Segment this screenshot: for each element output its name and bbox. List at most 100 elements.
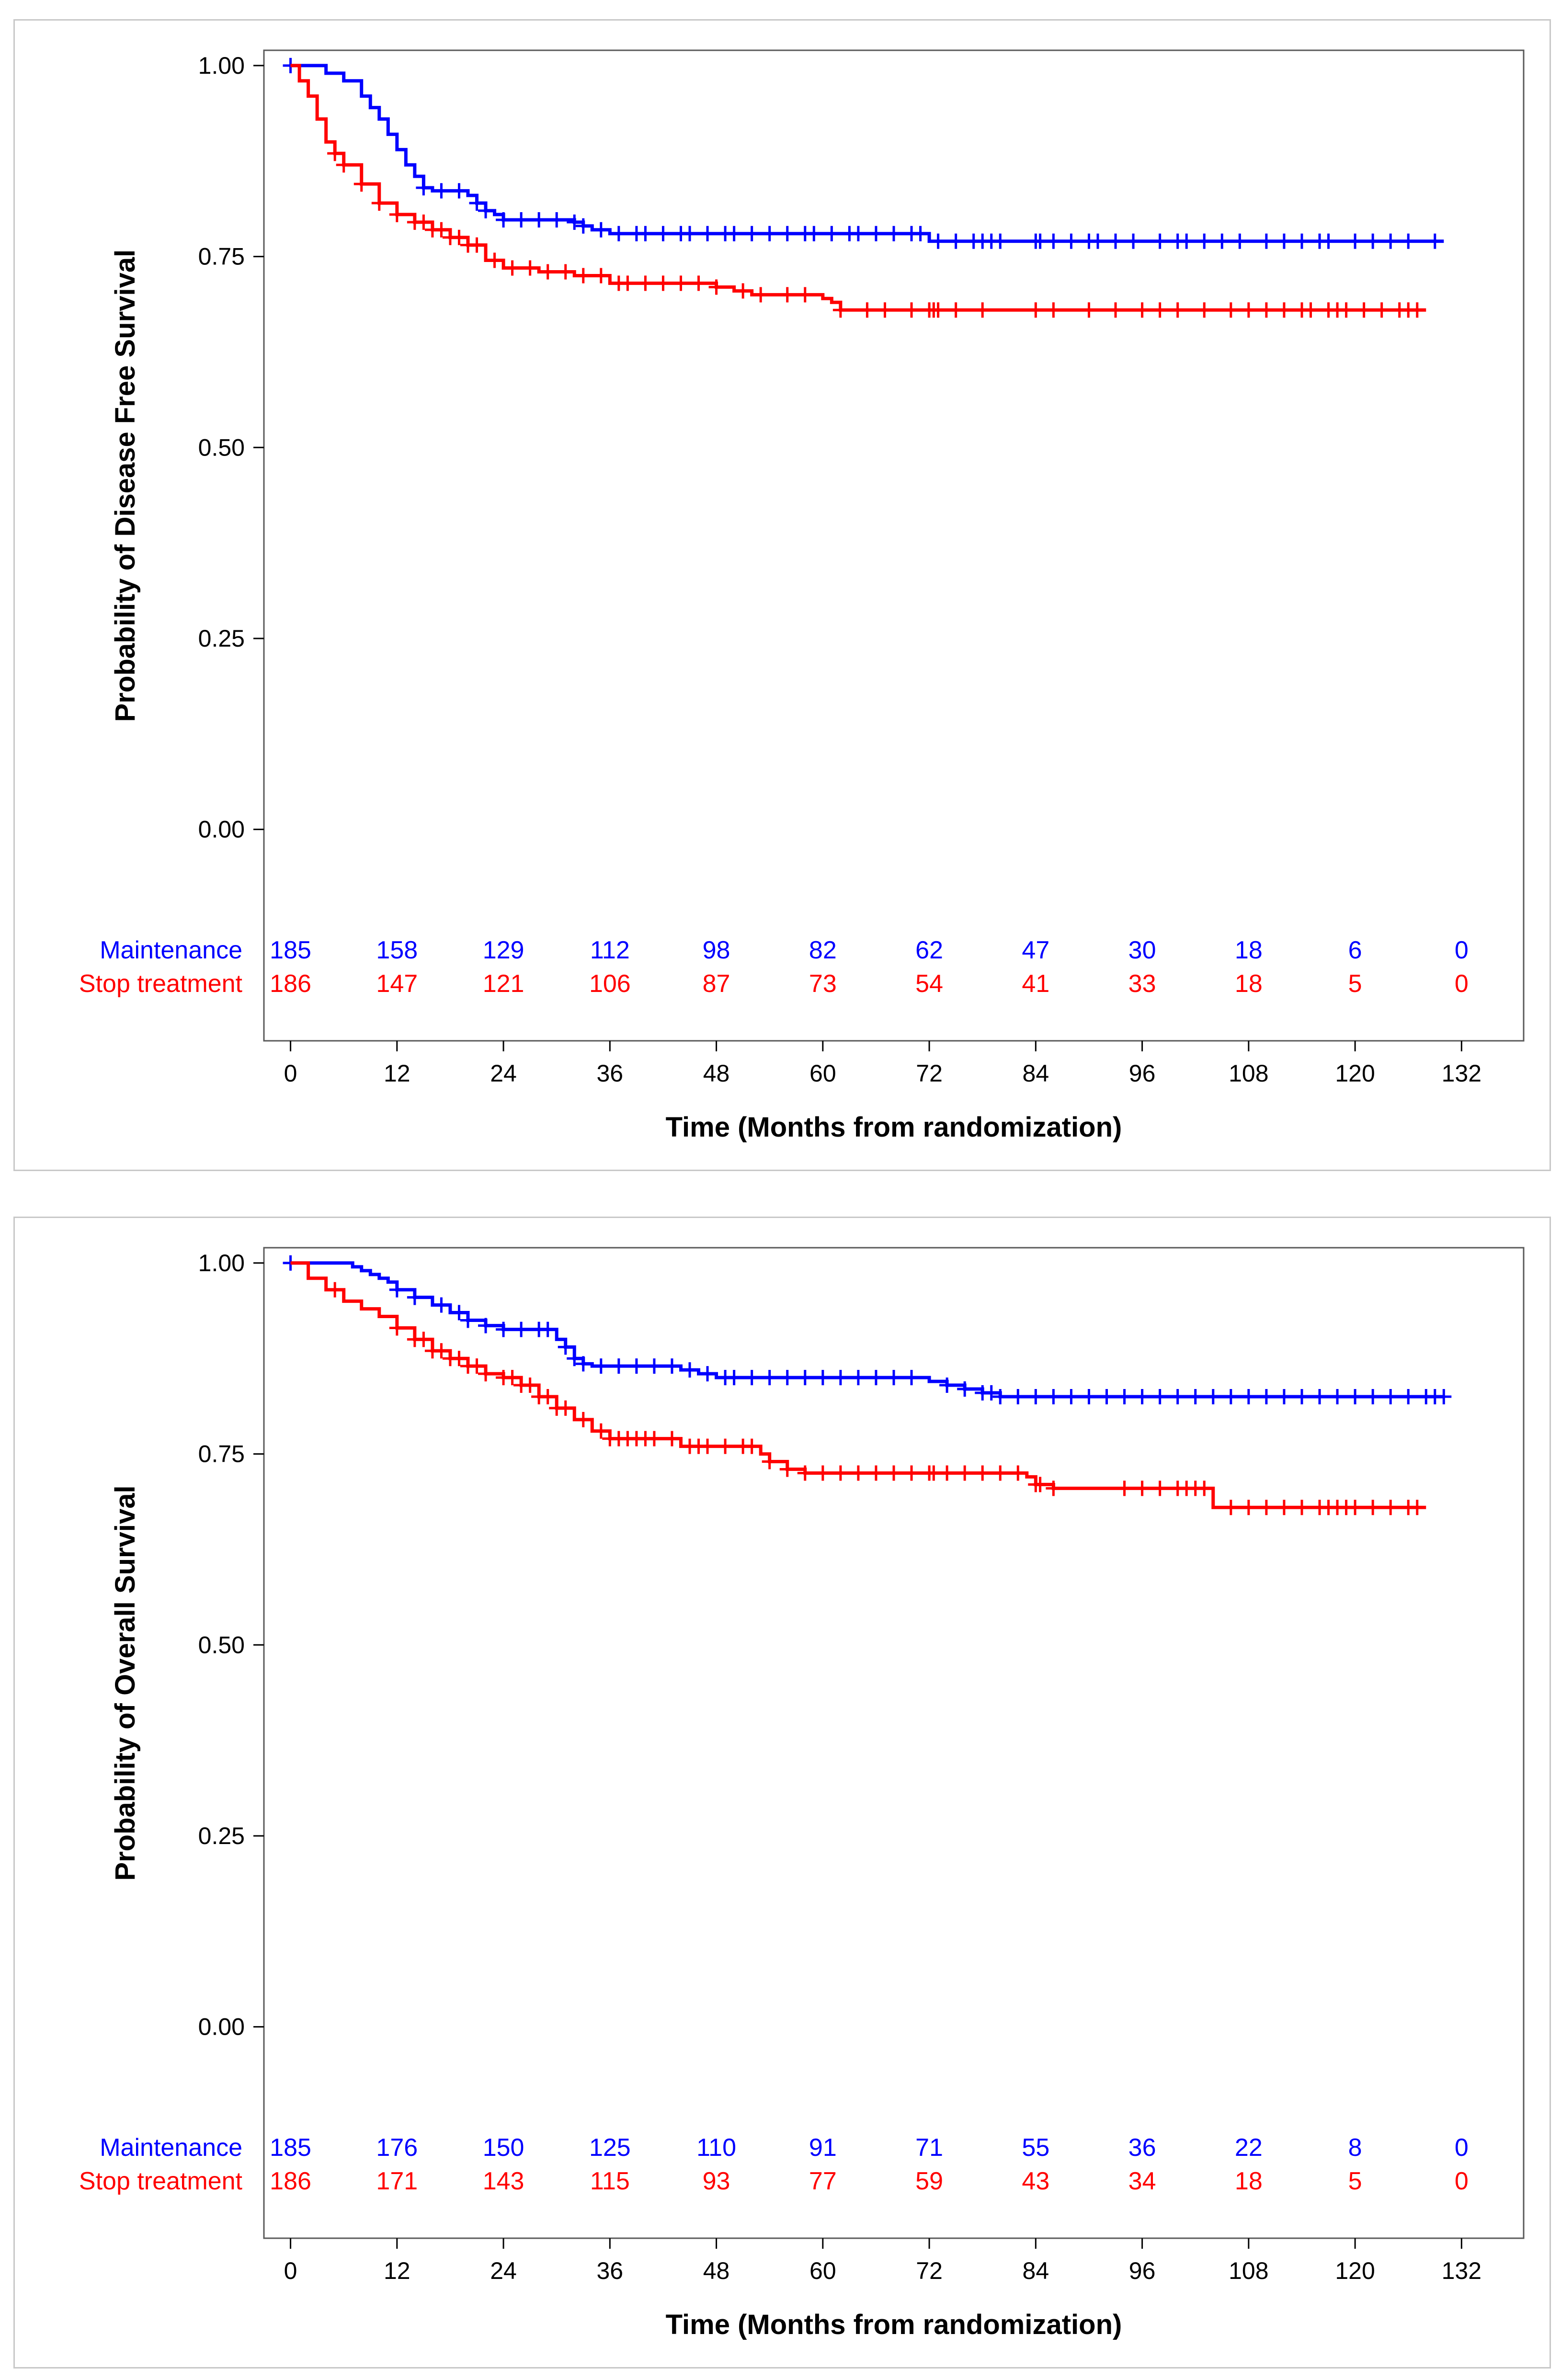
censor-mark [620, 275, 636, 291]
censor-mark [850, 226, 866, 241]
risk-count: 73 [809, 970, 837, 998]
censor-mark [1312, 1389, 1328, 1404]
censor-mark [469, 237, 485, 253]
censor-mark [691, 275, 706, 291]
x-tick-label: 96 [1129, 2257, 1156, 2284]
risk-count: 110 [696, 2134, 736, 2162]
censor-mark [939, 1378, 955, 1393]
x-tick-label: 36 [597, 1060, 624, 1087]
risk-count: 87 [703, 970, 730, 998]
censor-mark [1401, 1389, 1416, 1404]
censor-mark [1374, 302, 1390, 318]
risk-count: 106 [589, 970, 631, 998]
censor-mark [504, 1370, 520, 1386]
censor-mark [1090, 233, 1105, 249]
censor-mark [1258, 302, 1274, 318]
censor-mark [859, 302, 875, 318]
censor-mark [762, 226, 777, 241]
x-tick-label: 36 [597, 2257, 624, 2284]
censor-mark [389, 206, 405, 222]
y-tick-label: 0.50 [198, 1631, 245, 1658]
censor-mark [1134, 302, 1150, 318]
censor-mark [1276, 1500, 1292, 1515]
censor-mark [1134, 1480, 1150, 1496]
censor-mark [1196, 1480, 1212, 1496]
censor-mark [1232, 233, 1248, 249]
censor-mark [797, 1465, 813, 1481]
censor-mark [433, 1297, 449, 1313]
risk-table-label: Stop treatment [79, 2167, 243, 2195]
x-tick-label: 108 [1229, 1060, 1268, 1087]
risk-count: 54 [915, 970, 943, 998]
censor-mark [850, 1465, 866, 1481]
censor-mark [1170, 302, 1185, 318]
risk-count: 0 [1455, 970, 1469, 998]
censor-mark [433, 222, 449, 238]
censor-mark [1196, 233, 1212, 249]
censor-mark [700, 1366, 716, 1382]
censor-mark [983, 1385, 999, 1401]
censor-mark [1010, 1389, 1026, 1404]
km-curve-maintenance [290, 64, 1444, 243]
censor-mark [1187, 1389, 1203, 1404]
censor-mark [886, 1465, 901, 1481]
os-chart-panel: 0.00 0.25 0.50 0.75 1.00 0 12 24 36 48 60 72 84 96 108… [13, 1217, 1551, 2369]
censor-mark [1126, 233, 1141, 249]
censor-mark [992, 233, 1008, 249]
censor-mark [682, 1362, 698, 1378]
censor-mark [1134, 1389, 1150, 1404]
risk-count: 18 [1235, 936, 1263, 964]
censor-mark [1046, 1480, 1061, 1496]
censor-mark [487, 252, 502, 268]
censor-mark [718, 1438, 733, 1454]
censor-mark [558, 1339, 573, 1355]
censor-mark [912, 226, 928, 241]
censor-mark [433, 183, 449, 199]
censor-mark [416, 180, 432, 196]
risk-count: 185 [270, 936, 311, 964]
x-tick-label: 72 [916, 1060, 943, 1087]
censor-mark [593, 1423, 609, 1439]
x-tick-label: 48 [703, 2257, 730, 2284]
x-axis-label: Time (Months from randomization) [666, 1112, 1122, 1143]
censor-mark [593, 1358, 609, 1374]
risk-count: 185 [270, 2134, 311, 2162]
risk-count: 55 [1022, 2134, 1049, 2162]
censor-mark [815, 1465, 831, 1481]
censor-mark [478, 1366, 494, 1382]
censor-mark [1223, 1500, 1239, 1515]
plot-frame [263, 49, 1525, 1042]
censor-mark [886, 1370, 901, 1386]
censor-mark [1063, 233, 1079, 249]
plot-frame [263, 1247, 1525, 2239]
censor-mark [1223, 302, 1239, 318]
censor-mark [327, 146, 343, 161]
x-tick-label: 48 [703, 1060, 730, 1087]
y-tick-label: 0.50 [198, 434, 245, 461]
risk-count: 176 [376, 2134, 418, 2162]
dfs-chart: 0.000.250.500.751.000 12 24 36 48 60 72 84 96 108… [79, 49, 1525, 1143]
censor-mark [611, 1358, 627, 1374]
censor-mark [700, 1438, 716, 1454]
risk-count: 158 [376, 936, 418, 964]
risk-count: 186 [270, 2167, 311, 2195]
censor-mark [1276, 233, 1292, 249]
risk-count: 115 [590, 2167, 630, 2195]
censor-mark [1099, 1389, 1115, 1404]
censor-mark [638, 226, 653, 241]
x-axis-label: Time (Months from randomization) [666, 2309, 1122, 2340]
y-tick-label: 0.25 [198, 625, 245, 652]
risk-count: 62 [915, 936, 943, 964]
risk-count: 129 [483, 936, 524, 964]
y-tick-label: 0.00 [198, 2014, 245, 2040]
risk-count: 147 [376, 970, 418, 998]
censor-mark [926, 1465, 942, 1481]
x-tick-label: 24 [490, 1060, 517, 1087]
censor-mark [1365, 1389, 1381, 1404]
censor-mark [957, 1381, 973, 1397]
censor-mark [1108, 302, 1124, 318]
x-tick-label: 0 [284, 2257, 297, 2284]
risk-count: 41 [1022, 970, 1049, 998]
y-tick-label: 1.00 [198, 1250, 245, 1276]
censor-mark [1205, 1389, 1221, 1404]
